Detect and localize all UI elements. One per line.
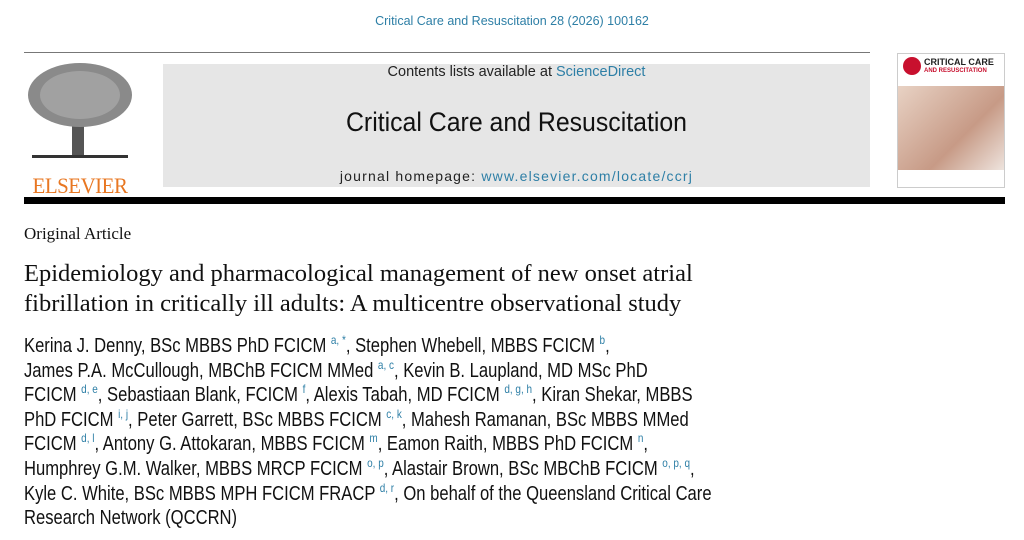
affiliation-link[interactable]: c, k	[386, 406, 402, 421]
journal-title: Critical Care and Resuscitation	[345, 107, 688, 137]
author-text: ,	[643, 433, 649, 456]
cover-subtitle: AND RESUSCITATION	[924, 68, 987, 74]
author-text: Kyle C. White, BSc MBBS MPH FCICM FRACP	[24, 482, 380, 505]
author-text: FCICM	[24, 433, 82, 456]
journal-masthead: Contents lists available at ScienceDirec…	[163, 64, 870, 187]
author-line: Research Network (QCCRN)	[24, 506, 712, 531]
article-title: Epidemiology and pharmacological managem…	[24, 259, 693, 319]
homepage-link[interactable]: www.elsevier.com/locate/ccrj	[481, 168, 694, 184]
affiliation-link[interactable]: m	[369, 431, 378, 446]
author-list: Kerina J. Denny, BSc MBBS PhD FCICM a, *…	[24, 334, 852, 531]
author-text: ,	[605, 335, 610, 357]
author-text: , Peter Garrett, BSc MBBS FCICM	[128, 408, 387, 431]
affiliation-link[interactable]: d, l	[81, 431, 95, 446]
cover-title: CRITICAL CARE	[924, 57, 994, 67]
article-type: Original Article	[24, 224, 132, 243]
affiliation-link[interactable]: d, e	[81, 382, 98, 397]
title-line: fibrillation in critically ill adults: A…	[24, 290, 682, 317]
author-text: ,	[689, 457, 695, 480]
affiliation-link[interactable]: d, r	[379, 480, 395, 495]
elsevier-logo[interactable]: ELSEVIER	[22, 60, 138, 198]
author-text: James P.A. McCullough, MBChB FCICM MMed	[24, 359, 378, 382]
author-line: Kyle C. White, BSc MBBS MPH FCICM FRACP …	[24, 482, 712, 507]
author-text: , Mahesh Ramanan, BSc MBBS MMed	[401, 408, 689, 431]
author-text: Humphrey G.M. Walker, MBBS MRCP FCICM	[24, 457, 368, 480]
author-text: FCICM	[24, 384, 82, 407]
author-line: PhD FCICM i, j, Peter Garrett, BSc MBBS …	[24, 408, 712, 433]
author-text: , Alexis Tabah, MD FCICM	[305, 384, 505, 407]
author-text: Kerina J. Denny, BSc MBBS PhD FCICM	[24, 335, 331, 357]
affiliation-link[interactable]: a, *	[330, 333, 346, 347]
publisher-name: ELSEVIER	[32, 173, 128, 198]
author-text: , Antony G. Attokaran, MBBS FCICM	[94, 433, 370, 456]
author-line: FCICM d, e, Sebastiaan Blank, FCICM f, A…	[24, 383, 712, 408]
header-bar	[24, 197, 1005, 204]
tree-icon	[28, 63, 132, 158]
affiliation-link[interactable]: b	[599, 333, 606, 347]
author-text: , Kevin B. Laupland, MD MSc PhD	[393, 359, 648, 382]
journal-citation[interactable]: Critical Care and Resuscitation 28 (2026…	[375, 14, 649, 28]
affiliation-link[interactable]: i, j	[118, 406, 129, 421]
author-text: , Kiran Shekar, MBBS	[532, 384, 693, 407]
affiliation-link[interactable]: n	[637, 431, 644, 446]
homepage-label: journal homepage:	[339, 168, 482, 184]
contents-label: Contents lists available at	[387, 64, 556, 80]
title-line: Epidemiology and pharmacological managem…	[24, 260, 693, 287]
affiliation-link[interactable]: o, p, q	[662, 455, 690, 470]
journal-cover[interactable]: CRITICAL CARE AND RESUSCITATION	[897, 53, 1005, 188]
author-text: , Alastair Brown, BSc MBChB FCICM	[383, 457, 663, 480]
affiliation-link[interactable]: d, g, h	[504, 382, 533, 397]
author-line: FCICM d, l, Antony G. Attokaran, MBBS FC…	[24, 432, 712, 457]
author-text: , On behalf of the Queensland Critical C…	[394, 482, 712, 505]
ccr-badge-icon	[903, 57, 921, 75]
affiliation-link[interactable]: a, c	[377, 357, 394, 372]
author-line: Kerina J. Denny, BSc MBBS PhD FCICM a, *…	[24, 334, 712, 359]
author-text: , Stephen Whebell, MBBS FCICM	[345, 335, 600, 357]
author-text: , Eamon Raith, MBBS PhD FCICM	[377, 433, 638, 456]
author-text: , Sebastiaan Blank, FCICM	[97, 384, 303, 407]
author-line: James P.A. McCullough, MBChB FCICM MMed …	[24, 359, 712, 384]
author-text: Research Network (QCCRN)	[24, 507, 238, 530]
affiliation-link[interactable]: f	[302, 382, 306, 397]
sciencedirect-link[interactable]: ScienceDirect	[556, 64, 646, 80]
author-line: Humphrey G.M. Walker, MBBS MRCP FCICM o,…	[24, 457, 712, 482]
author-text: PhD FCICM	[24, 408, 119, 431]
divider	[24, 52, 870, 53]
cover-photo	[898, 86, 1004, 170]
affiliation-link[interactable]: o, p	[367, 455, 384, 470]
